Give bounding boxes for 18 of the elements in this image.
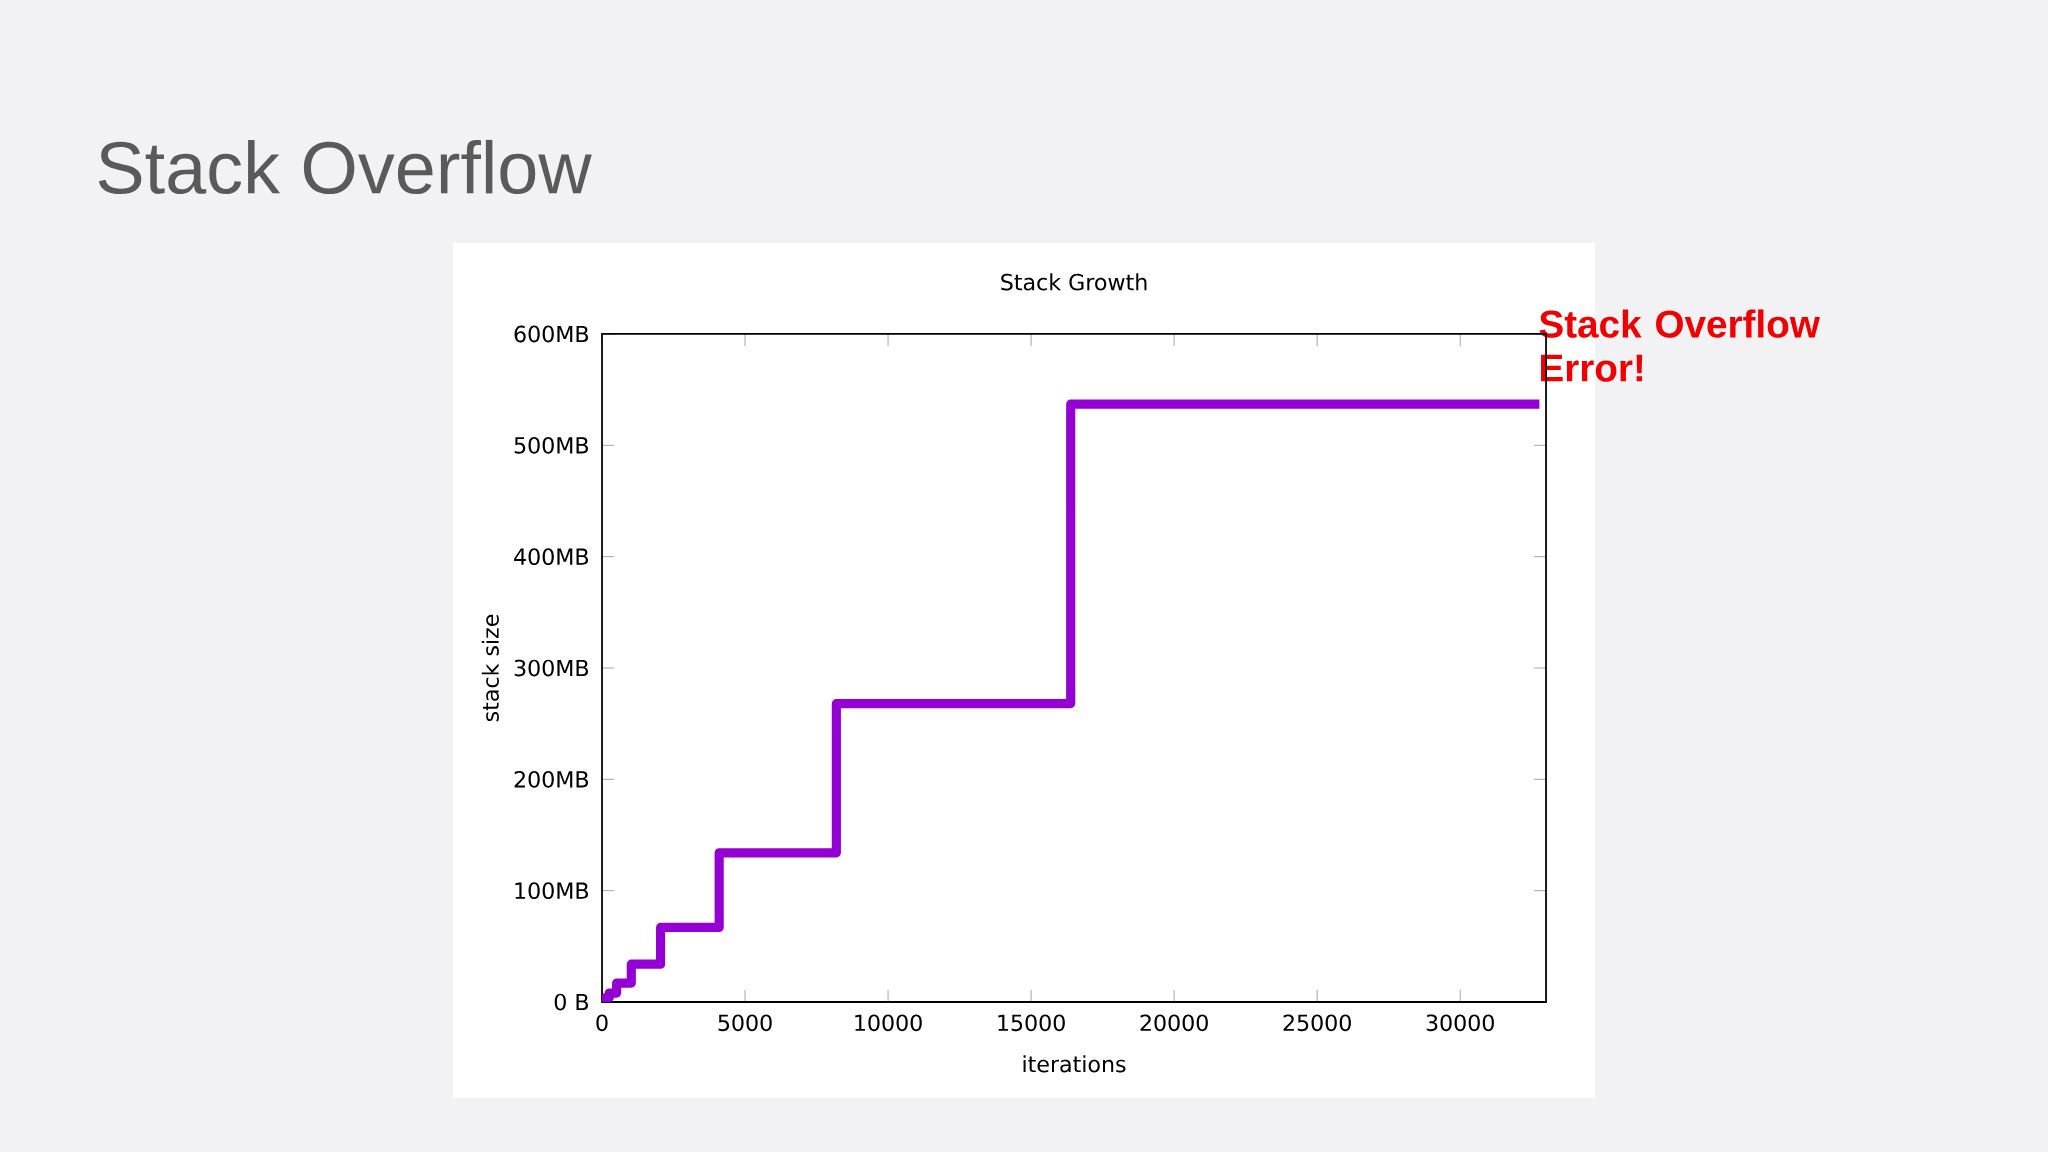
x-tick-label: 5000 (718, 1014, 772, 1032)
y-tick-label: 400MB (514, 548, 589, 566)
chart-title: Stack Growth (1001, 273, 1147, 291)
x-tick-label: 15000 (998, 1014, 1065, 1032)
x-tick-label: 25000 (1283, 1014, 1351, 1032)
y-tick-label: 0 B (554, 993, 588, 1011)
x-tick-label: 0 (596, 1014, 608, 1032)
y-tick-label: 500MB (514, 436, 589, 454)
x-tick-label: 30000 (1426, 1014, 1494, 1032)
y-tick-label: 300MB (514, 659, 589, 677)
y-tick-label: 200MB (514, 770, 589, 788)
x-tick-label: 10000 (855, 1014, 922, 1032)
x-tick-label: 20000 (1140, 1014, 1208, 1032)
y-axis-title: stack size (481, 614, 499, 722)
y-tick-label: 100MB (515, 882, 589, 900)
text: Stack Overflow (98, 139, 592, 195)
x-axis-title: iterations (1023, 1055, 1126, 1073)
y-tick-label: 600MB (514, 325, 589, 343)
